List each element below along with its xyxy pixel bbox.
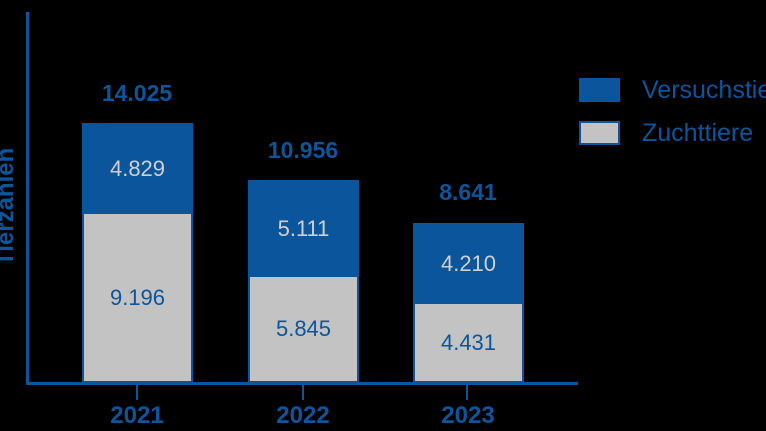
bar-2022-zuchttiere: 5.845 xyxy=(248,277,359,383)
value-label: 5.845 xyxy=(275,316,332,341)
x-label-2023: 2023 xyxy=(441,402,495,429)
bar-2021-zuchttiere: 9.196 xyxy=(82,214,193,383)
x-label-2021: 2021 xyxy=(110,402,164,429)
bar-2022-versuchstiere: 5.111 xyxy=(248,180,359,277)
legend-swatch-versuchstiere xyxy=(579,78,620,102)
bar-2023-zuchttiere: 4.431 xyxy=(413,304,524,383)
total-label-2023: 8.641 xyxy=(439,179,497,205)
value-label: 4.210 xyxy=(440,250,497,276)
legend-label-versuchstiere: Versuchstiere xyxy=(642,76,766,104)
x-label-2022: 2022 xyxy=(276,402,330,429)
x-tick xyxy=(136,384,138,400)
bar-2023-versuchstiere: 4.210 xyxy=(413,223,524,304)
x-axis xyxy=(26,382,578,385)
value-label: 4.431 xyxy=(440,329,497,355)
bar-2021-versuchstiere: 4.829 xyxy=(82,123,193,214)
y-axis xyxy=(26,12,29,385)
value-label: 5.111 xyxy=(277,215,330,241)
total-label-2021: 14.025 xyxy=(101,80,173,106)
value-label: 4.829 xyxy=(109,155,166,181)
legend-label-zuchttiere: Zuchttiere xyxy=(642,119,754,147)
legend-swatch-zuchttiere xyxy=(579,121,620,145)
y-axis-label: Tierzahlen xyxy=(0,147,19,266)
total-label-2022: 10.956 xyxy=(267,137,339,163)
x-tick xyxy=(466,384,468,400)
x-tick xyxy=(302,384,304,400)
value-label: 9.196 xyxy=(109,284,166,310)
